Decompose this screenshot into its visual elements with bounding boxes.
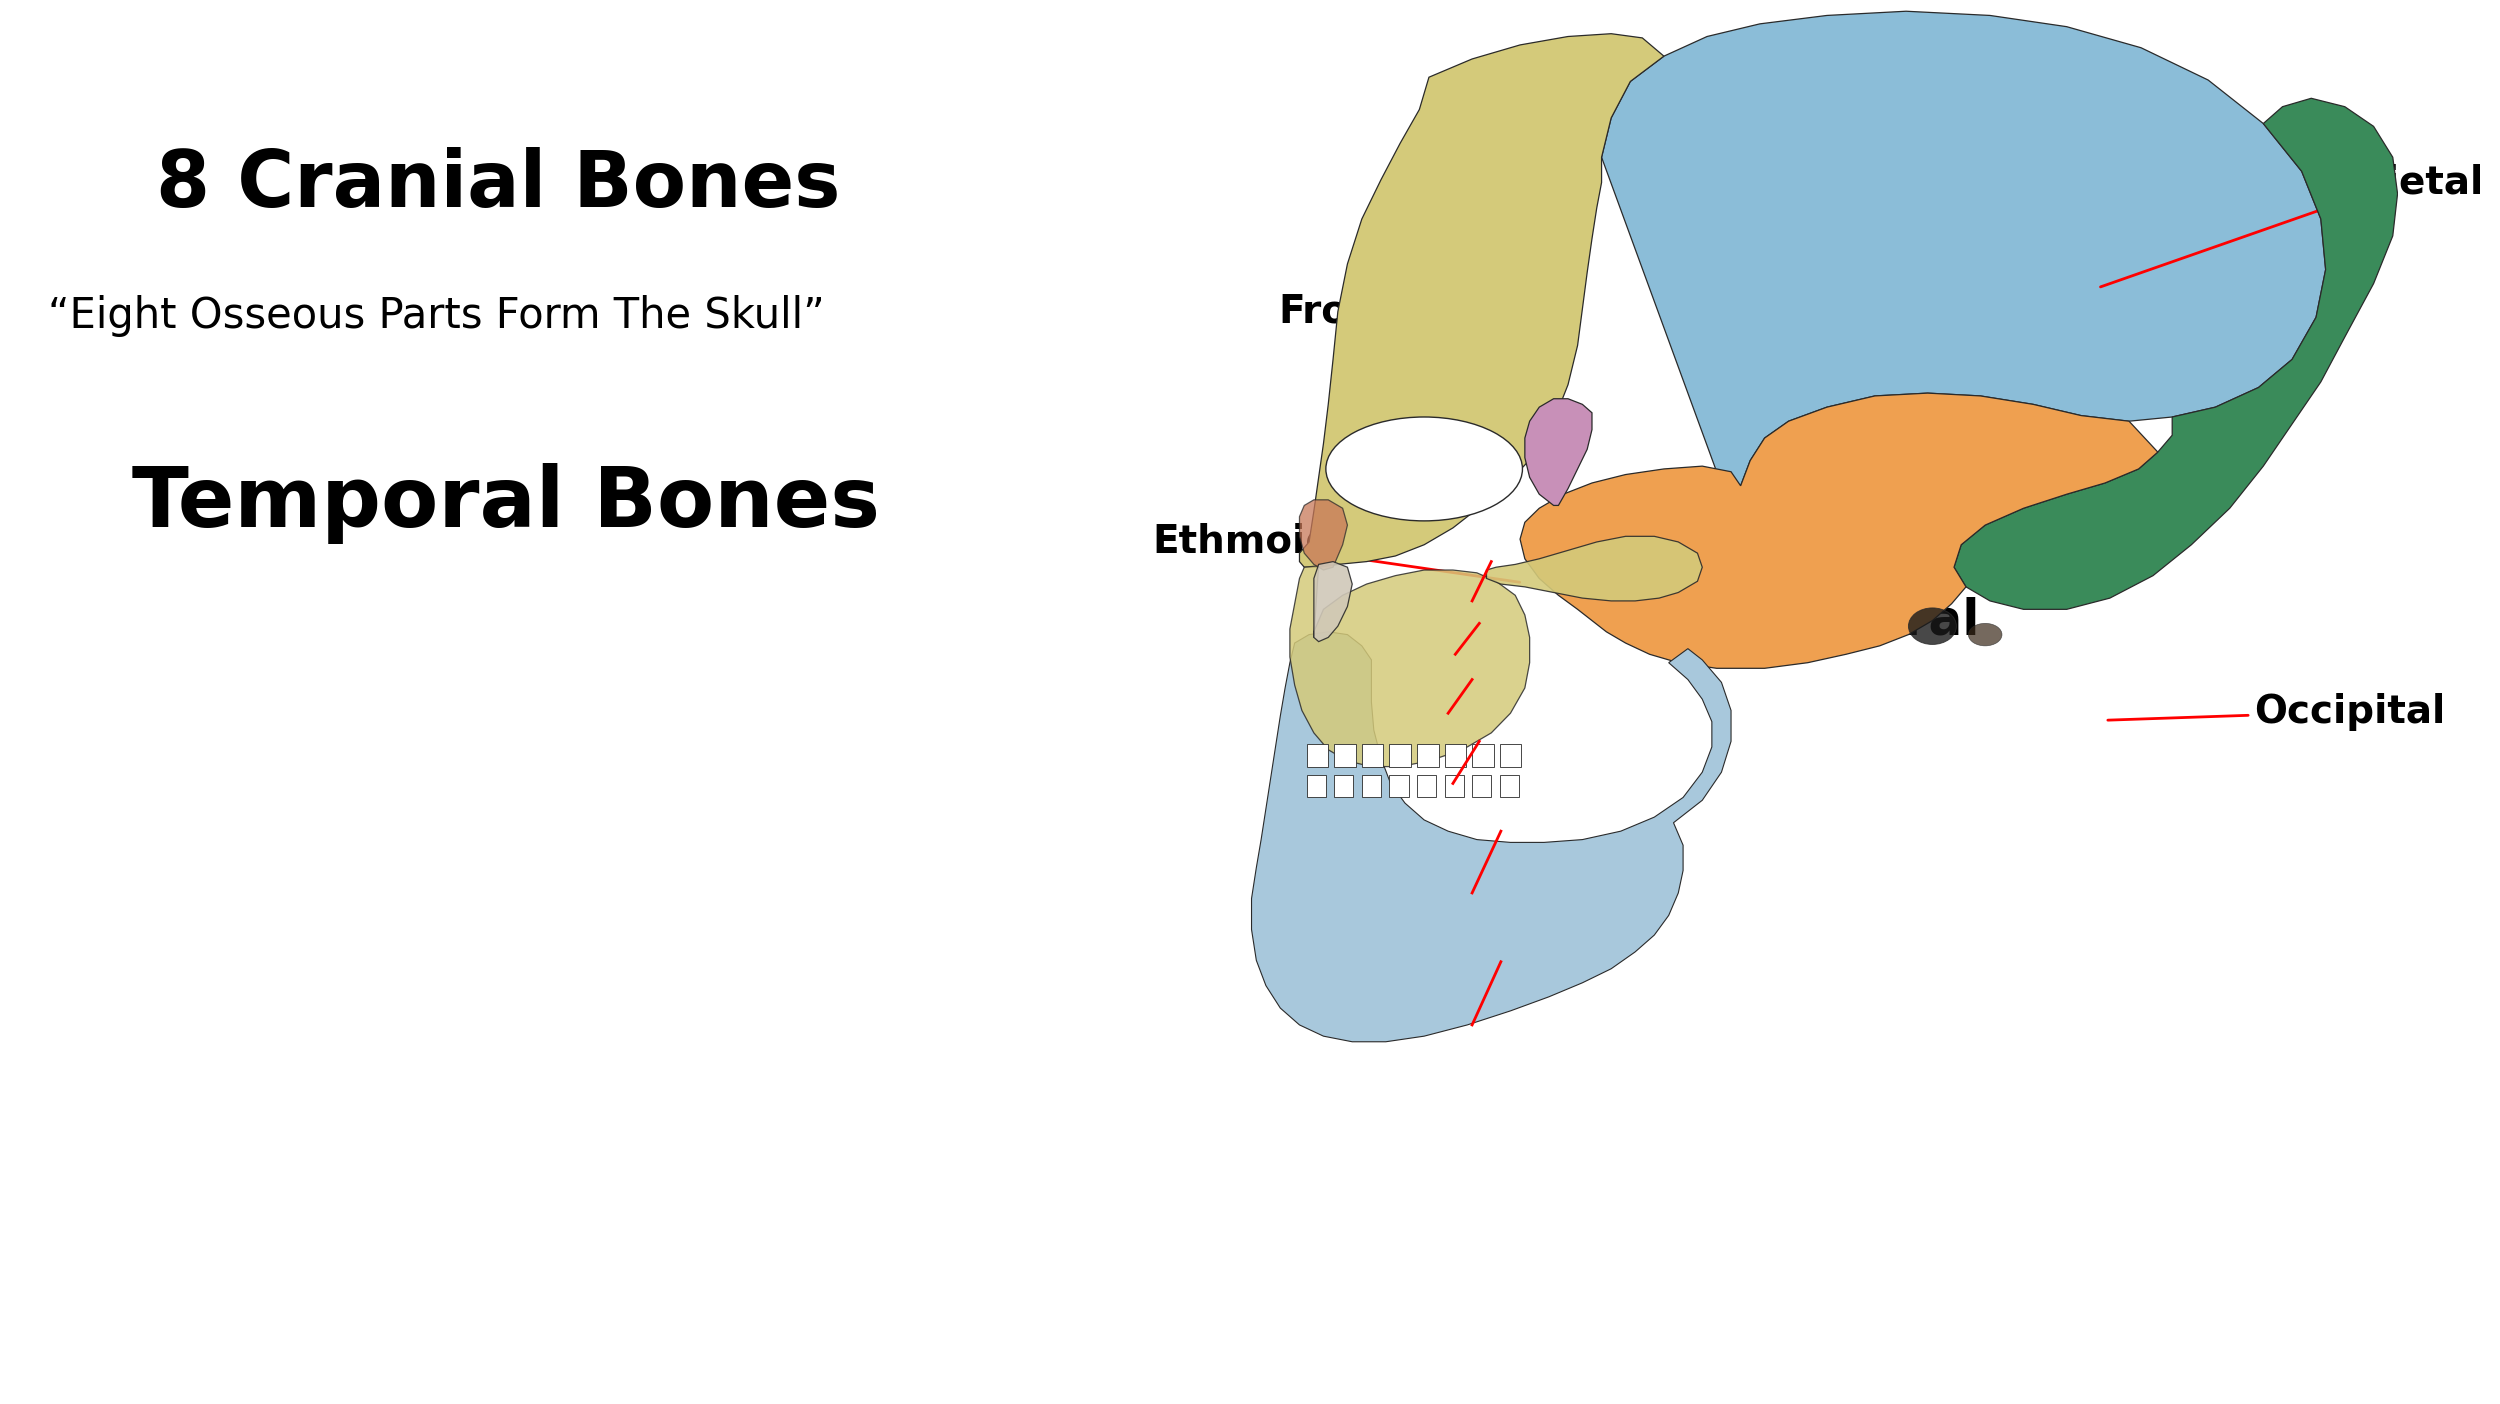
Polygon shape xyxy=(1445,775,1462,797)
Text: 8 Cranial Bones: 8 Cranial Bones xyxy=(155,147,840,223)
Polygon shape xyxy=(1362,775,1380,797)
Polygon shape xyxy=(1300,34,1665,567)
Text: Parietal: Parietal xyxy=(2100,163,2485,286)
Polygon shape xyxy=(1602,11,2325,511)
Text: Ethmoid: Ethmoid xyxy=(1152,522,1520,583)
Polygon shape xyxy=(1472,744,1492,767)
Ellipse shape xyxy=(1968,623,2002,646)
Polygon shape xyxy=(1308,744,1328,767)
Polygon shape xyxy=(1417,775,1435,797)
Text: “Eight Osseous Parts Form The Skull”: “Eight Osseous Parts Form The Skull” xyxy=(48,295,825,337)
Polygon shape xyxy=(1472,775,1492,797)
Polygon shape xyxy=(1525,399,1592,505)
Polygon shape xyxy=(1315,562,1352,642)
Polygon shape xyxy=(1308,775,1325,797)
Polygon shape xyxy=(1500,744,1522,767)
Text: Temporal Bones: Temporal Bones xyxy=(132,463,880,545)
Polygon shape xyxy=(1335,775,1352,797)
Polygon shape xyxy=(1488,536,1703,601)
Ellipse shape xyxy=(1908,608,1958,644)
Text: Temporal: Temporal xyxy=(1720,597,1980,644)
Polygon shape xyxy=(1417,744,1437,767)
Polygon shape xyxy=(1362,744,1382,767)
Polygon shape xyxy=(1520,393,2158,668)
Polygon shape xyxy=(1300,500,1348,570)
Text: Frontal: Frontal xyxy=(1278,292,1542,397)
Polygon shape xyxy=(1335,744,1355,767)
Polygon shape xyxy=(1390,775,1408,797)
Polygon shape xyxy=(1290,564,1530,767)
Polygon shape xyxy=(1390,744,1410,767)
Polygon shape xyxy=(1955,98,2398,609)
Polygon shape xyxy=(1445,744,1465,767)
Ellipse shape xyxy=(1325,417,1522,521)
Text: Occipital: Occipital xyxy=(2108,692,2445,731)
Polygon shape xyxy=(1252,632,1730,1042)
Polygon shape xyxy=(1500,775,1520,797)
